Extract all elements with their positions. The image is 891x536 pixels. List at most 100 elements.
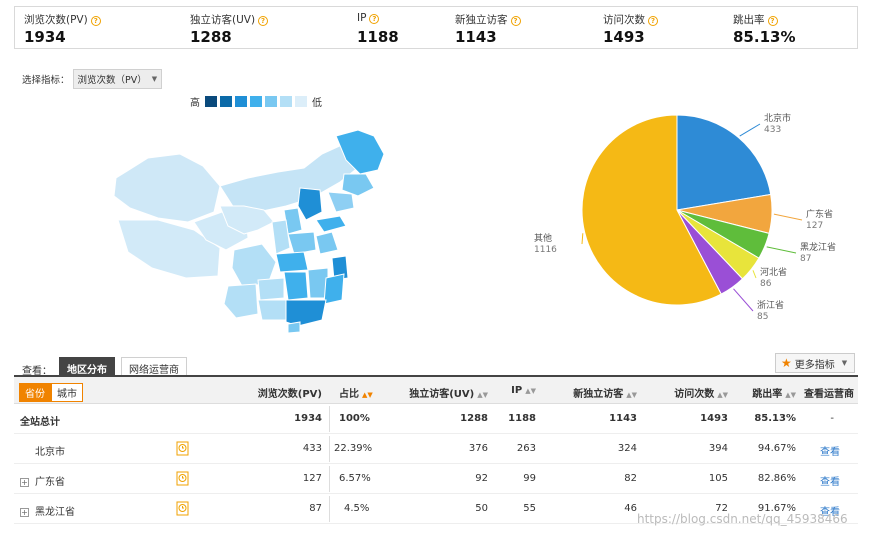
- table-row: + 黑龙江省 87 4.5% 50 55 46 72 91.67% 查看: [14, 494, 858, 524]
- map-legend: 高 低: [190, 94, 322, 109]
- pie-leader-line: [581, 233, 584, 245]
- stat-visits: 访问次数? 1493: [594, 7, 724, 48]
- cell-visits: 105: [708, 473, 728, 484]
- legend-swatch: [250, 96, 262, 107]
- expand-icon[interactable]: +: [20, 478, 29, 487]
- col-header-uv[interactable]: 独立访客(UV) ▲▼: [409, 389, 488, 400]
- region-hebei: [297, 187, 323, 221]
- help-icon[interactable]: ?: [648, 16, 658, 26]
- region-hubei: [275, 251, 309, 273]
- col-header-ratio[interactable]: 占比 ▲▼: [339, 389, 373, 400]
- cell-bounce: 91.67%: [757, 503, 796, 514]
- cell-visits: 72: [715, 503, 728, 514]
- pie-label: 黑龙江省: [800, 241, 836, 253]
- help-icon[interactable]: ?: [767, 16, 778, 26]
- sort-icon: ▲▼: [785, 391, 796, 399]
- table-row: 北京市 433 22.39% 376 263 324 394 94.67% 查看: [14, 434, 858, 464]
- region-hunan: [283, 271, 309, 301]
- summary-bar: 浏览次数(PV)? 1934 独立访客(UV)? 1288 IP? 1188 新…: [14, 6, 858, 49]
- history-icon[interactable]: [176, 501, 189, 516]
- pie-label: 北京市: [764, 112, 791, 124]
- view-operator-link[interactable]: 查看: [820, 477, 840, 488]
- stat-pv: 浏览次数(PV)? 1934: [15, 7, 181, 48]
- pie-value-label: 85: [757, 312, 768, 322]
- cell-uv: 50: [475, 503, 488, 514]
- stat-label: 访问次数: [603, 14, 645, 26]
- cell-new-uv: 1143: [609, 413, 637, 424]
- metric-selector: 选择指标： 浏览次数（PV） ▼: [22, 69, 163, 89]
- history-icon[interactable]: [176, 471, 189, 486]
- province-city-toggle: 省份 城市: [19, 383, 83, 402]
- region-heilongjiang: [335, 129, 385, 175]
- expand-icon[interactable]: +: [20, 508, 29, 517]
- view-operator-link[interactable]: 查看: [820, 507, 840, 518]
- region-guangdong: [285, 299, 327, 327]
- pie-label: 广东省: [806, 208, 833, 220]
- cell-visits: 1493: [700, 413, 728, 424]
- legend-swatch: [280, 96, 292, 107]
- view-operator-link[interactable]: 查看: [820, 447, 840, 458]
- region-tibet: [117, 219, 221, 279]
- stat-value: 85.13%: [733, 28, 796, 46]
- col-header-bounce[interactable]: 跳出率 ▲▼: [752, 389, 796, 400]
- legend-swatch: [295, 96, 307, 107]
- pie-slice[interactable]: [581, 114, 722, 306]
- legend-swatch: [235, 96, 247, 107]
- help-icon[interactable]: ?: [369, 14, 380, 24]
- cell-bounce: 94.67%: [757, 443, 796, 454]
- row-name: 黑龙江省: [35, 507, 75, 518]
- help-icon[interactable]: ?: [258, 16, 269, 26]
- segment-city[interactable]: 城市: [51, 383, 83, 402]
- pie-label: 河北省: [760, 266, 787, 278]
- pie-leader-line: [773, 213, 803, 221]
- help-icon[interactable]: ?: [510, 16, 521, 26]
- region-fujian: [323, 273, 345, 305]
- cell-ratio: 6.57%: [339, 473, 371, 484]
- pie-label: 其他: [534, 232, 552, 244]
- cell-bounce: 85.13%: [754, 413, 796, 424]
- stat-label: 独立访客(UV): [190, 14, 256, 26]
- table-row: + 广东省 127 6.57% 92 99 82 105 82.86% 查看: [14, 464, 858, 494]
- legend-swatch: [220, 96, 232, 107]
- stat-value: 1288: [190, 28, 232, 46]
- cell-new-uv: 82: [624, 473, 637, 484]
- cell-ip: 99: [523, 473, 536, 484]
- pie-value-label: 86: [760, 279, 772, 289]
- segment-province[interactable]: 省份: [19, 383, 51, 402]
- cell-ratio: 4.5%: [344, 503, 370, 514]
- sort-icon: ▲▼: [626, 391, 637, 399]
- pie-slice[interactable]: [676, 114, 772, 211]
- cell-new-uv: 46: [624, 503, 637, 514]
- metric-dropdown-value: 浏览次数（PV）: [77, 75, 147, 86]
- col-header-ip[interactable]: IP ▲▼: [511, 385, 536, 396]
- stat-uv: 独立访客(UV)? 1288: [181, 7, 348, 48]
- stat-value: 1143: [455, 28, 497, 46]
- cell-bounce: 82.86%: [757, 473, 796, 484]
- history-icon[interactable]: [176, 441, 189, 456]
- stat-bounce: 跳出率? 85.13%: [724, 7, 857, 48]
- region-jilin: [341, 173, 375, 197]
- more-metrics-label: 更多指标: [794, 359, 835, 371]
- metric-dropdown[interactable]: 浏览次数（PV） ▼: [72, 69, 163, 89]
- stat-label: 浏览次数(PV): [24, 14, 88, 26]
- more-metrics-button[interactable]: ★ 更多指标 ▼: [775, 353, 855, 373]
- legend-high-label: 高: [190, 98, 200, 109]
- watermark: https://blog.csdn.net/qq_45938466: [637, 512, 848, 526]
- col-header-pv[interactable]: 浏览次数(PV): [257, 389, 322, 400]
- col-header-new-uv[interactable]: 新独立访客 ▲▼: [573, 389, 637, 400]
- region-liaoning: [327, 191, 355, 213]
- pie-label: 浙江省: [757, 299, 784, 311]
- pie-value-label: 87: [800, 254, 811, 264]
- row-name: 北京市: [35, 447, 65, 458]
- sort-icon: ▲▼: [717, 391, 728, 399]
- help-icon[interactable]: ?: [90, 16, 101, 26]
- cell-ip: 55: [523, 503, 536, 514]
- region-shandong: [315, 215, 347, 233]
- table-row-total: 全站总计 1934 100% 1288 1188 1143 1493 85.13…: [14, 404, 858, 434]
- sort-icon: ▲▼: [477, 391, 488, 399]
- chevron-down-icon: ▼: [841, 359, 848, 367]
- region-guizhou: [257, 277, 285, 301]
- col-header-visits[interactable]: 访问次数 ▲▼: [674, 389, 728, 400]
- china-map[interactable]: [108, 108, 398, 333]
